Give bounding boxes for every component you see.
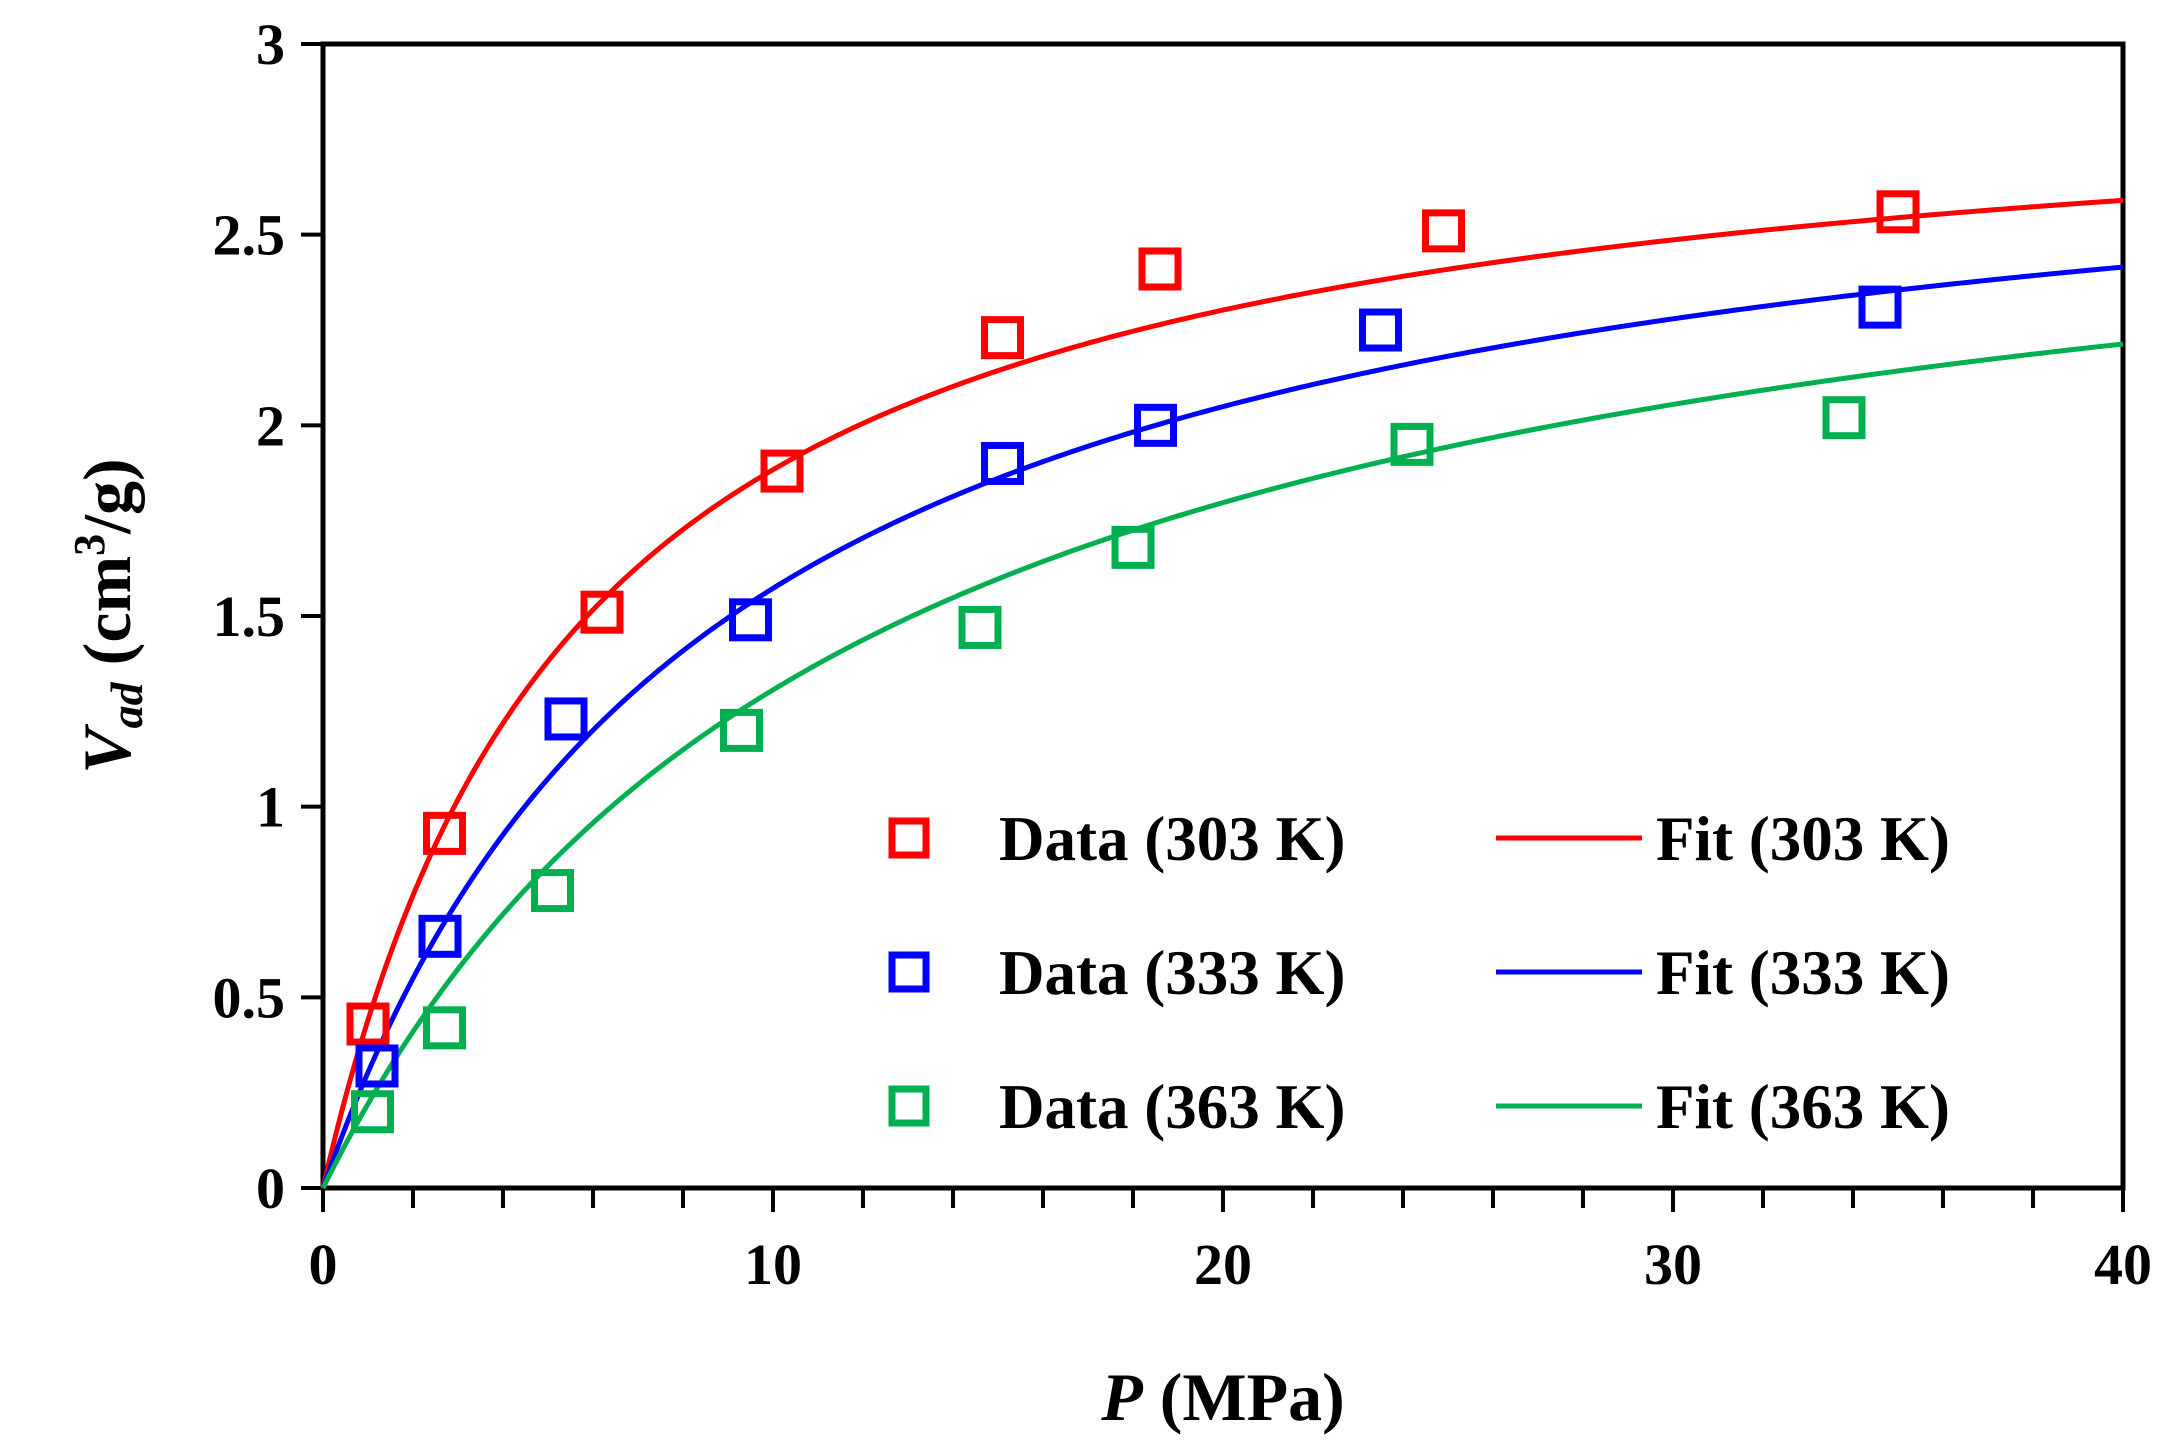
- data-point: [1390, 422, 1434, 466]
- data-point: [580, 590, 624, 634]
- legend-data-label: Data (333 K): [999, 938, 1345, 1008]
- legend-marker: [888, 817, 930, 859]
- y-tick-label: 2: [256, 393, 285, 458]
- data-point: [760, 449, 804, 493]
- fit-curves: [320, 197, 2124, 1190]
- legend-fit-label: Fit (363 K): [1656, 1072, 1950, 1142]
- data-point: [1134, 403, 1177, 447]
- legend: Data (303 K) Fit (303 K) Data (333 K) Fit (…: [888, 804, 1950, 1142]
- fit-line: [320, 197, 2124, 1189]
- data-point: [729, 598, 772, 642]
- fit-line: [320, 341, 2124, 1190]
- axis-tick-labels: 00.511.522.530 10 20 30 40: [213, 12, 2153, 1297]
- data-point: [1422, 209, 1465, 253]
- data-point: [981, 441, 1024, 485]
- data-point: [1138, 247, 1182, 291]
- legend-marker: [888, 1085, 930, 1127]
- data-point: [958, 605, 1002, 649]
- data-point: [1111, 525, 1155, 569]
- data-point: [1359, 308, 1402, 352]
- legend-data-label: Data (363 K): [999, 1072, 1345, 1142]
- data-point: [423, 811, 466, 855]
- legend-data-label: Data (303 K): [999, 804, 1345, 874]
- y-tick-label: 3: [256, 12, 285, 77]
- y-tick-label: 0: [256, 1156, 285, 1221]
- legend-fit-label: Fit (333 K): [1656, 938, 1950, 1008]
- data-point: [1822, 396, 1866, 440]
- data-point: [351, 1090, 394, 1134]
- plot-frame: [320, 41, 2126, 1191]
- legend-fit-label: Fit (303 K): [1656, 804, 1950, 874]
- legend-marker: [888, 951, 930, 993]
- y-tick-label: 0.5: [213, 965, 286, 1030]
- data-point: [544, 697, 588, 741]
- data-point: [346, 1002, 390, 1046]
- y-tick-label: 2.5: [213, 203, 286, 268]
- data-points: [346, 190, 1920, 1134]
- y-tick-label: 1: [256, 775, 285, 840]
- data-point: [531, 869, 574, 913]
- x-tick-label: 0: [309, 1232, 338, 1297]
- y-tick-label: 1.5: [213, 584, 286, 649]
- data-point: [1858, 285, 1902, 329]
- y-axis-title: Vad (cm3/g): [65, 458, 152, 773]
- data-point: [418, 914, 462, 958]
- x-tick-label: 30: [1644, 1232, 1702, 1297]
- x-axis-title: P (MPa): [1100, 1359, 1345, 1435]
- data-point: [423, 1006, 466, 1050]
- data-point: [1876, 190, 1920, 234]
- axis-ticks: [301, 42, 2125, 1212]
- x-tick-label: 20: [1194, 1232, 1252, 1297]
- data-point: [981, 316, 1024, 360]
- data-point: [355, 1044, 399, 1088]
- x-tick-label: 40: [2094, 1232, 2152, 1297]
- fit-line: [320, 264, 2124, 1189]
- x-tick-label: 10: [744, 1232, 802, 1297]
- data-point: [720, 708, 763, 752]
